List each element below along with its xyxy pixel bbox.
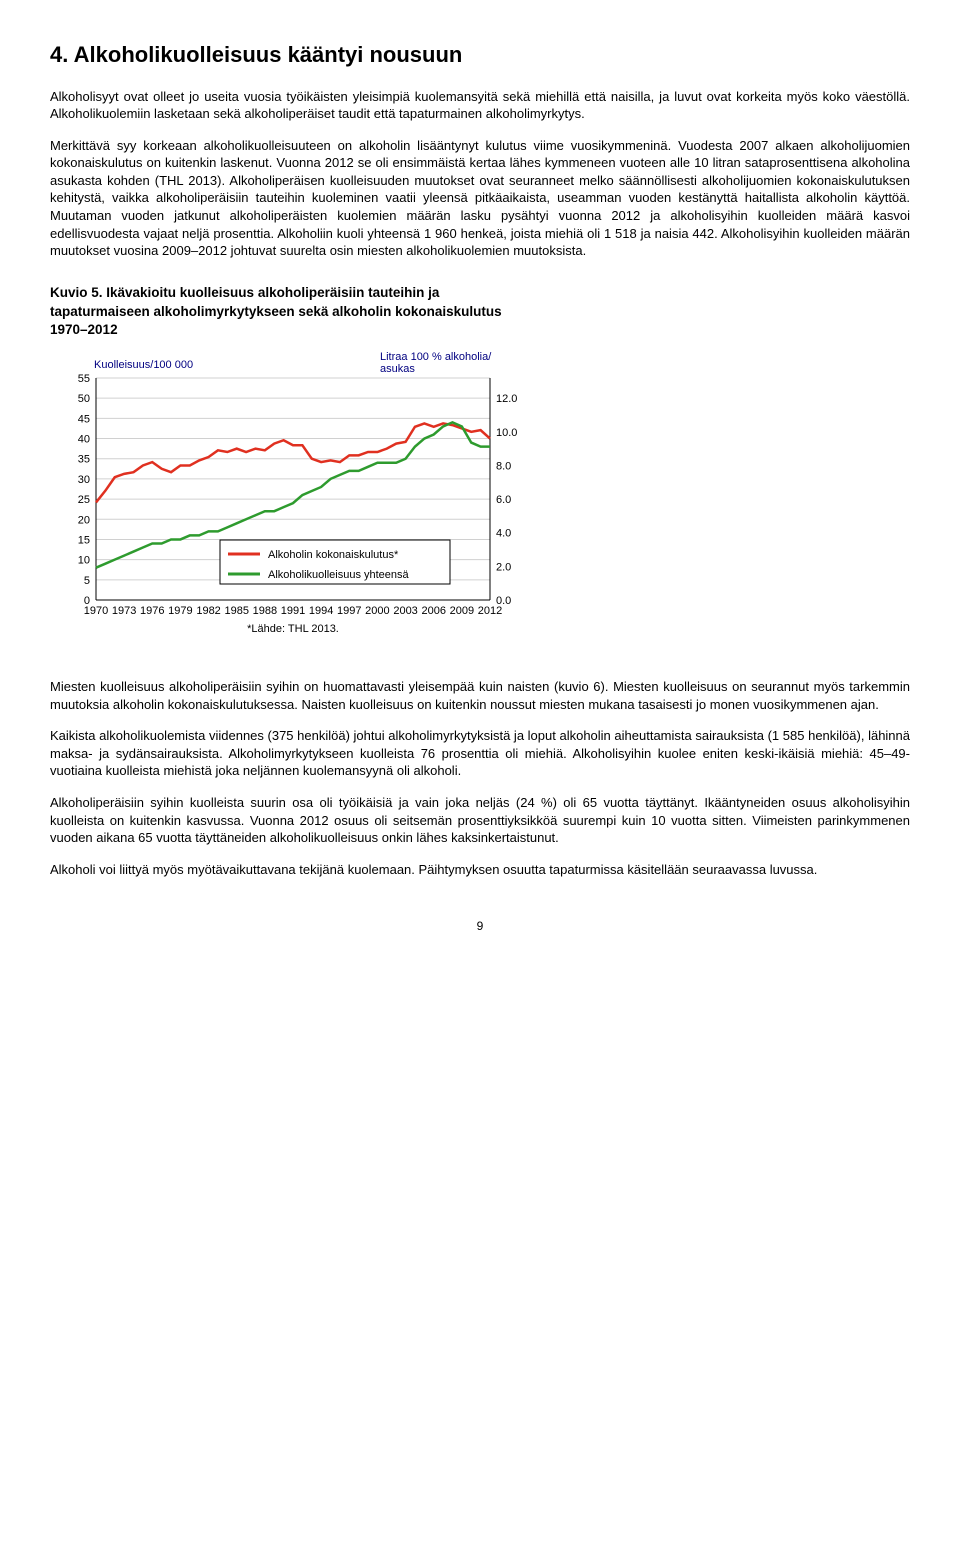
svg-text:asukas: asukas — [380, 363, 415, 375]
chart-container: Kuolleisuus/100 000051015202530354045505… — [50, 350, 530, 650]
svg-text:1979: 1979 — [168, 605, 192, 617]
svg-text:4.0: 4.0 — [496, 528, 511, 540]
svg-text:2.0: 2.0 — [496, 562, 511, 574]
svg-text:1970: 1970 — [84, 605, 108, 617]
svg-text:*Lähde: THL 2013.: *Lähde: THL 2013. — [247, 623, 339, 635]
svg-text:10: 10 — [78, 555, 90, 567]
svg-text:1997: 1997 — [337, 605, 361, 617]
svg-text:Alkoholin kokonaiskulutus*: Alkoholin kokonaiskulutus* — [268, 549, 399, 561]
svg-text:30: 30 — [78, 474, 90, 486]
svg-text:2009: 2009 — [450, 605, 474, 617]
svg-text:1985: 1985 — [224, 605, 248, 617]
svg-text:2012: 2012 — [478, 605, 502, 617]
page-number: 9 — [50, 918, 910, 934]
svg-text:6.0: 6.0 — [496, 494, 511, 506]
svg-text:1988: 1988 — [253, 605, 277, 617]
svg-text:2006: 2006 — [421, 605, 445, 617]
svg-text:45: 45 — [78, 414, 90, 426]
svg-text:35: 35 — [78, 454, 90, 466]
svg-text:1973: 1973 — [112, 605, 136, 617]
body-paragraph: Kaikista alkoholikuolemista viidennes (3… — [50, 727, 910, 780]
line-chart: Kuolleisuus/100 000051015202530354045505… — [50, 350, 530, 650]
body-paragraph: Alkoholiperäisiin syihin kuolleista suur… — [50, 794, 910, 847]
svg-text:12.0: 12.0 — [496, 393, 517, 405]
section-heading: 4. Alkoholikuolleisuus kääntyi nousuun — [50, 40, 910, 70]
svg-text:Litraa 100 % alkoholia/: Litraa 100 % alkoholia/ — [380, 351, 492, 363]
svg-text:1991: 1991 — [281, 605, 305, 617]
svg-text:10.0: 10.0 — [496, 427, 517, 439]
chart-title: Kuvio 5. Ikävakioitu kuolleisuus alkohol… — [50, 284, 530, 341]
svg-text:5: 5 — [84, 575, 90, 587]
svg-text:25: 25 — [78, 494, 90, 506]
svg-text:8.0: 8.0 — [496, 461, 511, 473]
svg-text:1976: 1976 — [140, 605, 164, 617]
svg-text:40: 40 — [78, 434, 90, 446]
svg-text:1994: 1994 — [309, 605, 333, 617]
svg-text:55: 55 — [78, 373, 90, 385]
svg-text:1982: 1982 — [196, 605, 220, 617]
body-paragraph: Alkoholisyyt ovat olleet jo useita vuosi… — [50, 88, 910, 123]
svg-text:2003: 2003 — [393, 605, 417, 617]
svg-text:20: 20 — [78, 515, 90, 527]
body-paragraph: Miesten kuolleisuus alkoholiperäisiin sy… — [50, 678, 910, 713]
svg-text:Alkoholikuolleisuus yhteensä: Alkoholikuolleisuus yhteensä — [268, 569, 410, 581]
svg-text:50: 50 — [78, 393, 90, 405]
body-paragraph: Alkoholi voi liittyä myös myötävaikuttav… — [50, 861, 910, 879]
svg-text:2000: 2000 — [365, 605, 389, 617]
body-paragraph: Merkittävä syy korkeaan alkoholikuolleis… — [50, 137, 910, 260]
svg-text:15: 15 — [78, 535, 90, 547]
svg-text:Kuolleisuus/100 000: Kuolleisuus/100 000 — [94, 359, 193, 371]
